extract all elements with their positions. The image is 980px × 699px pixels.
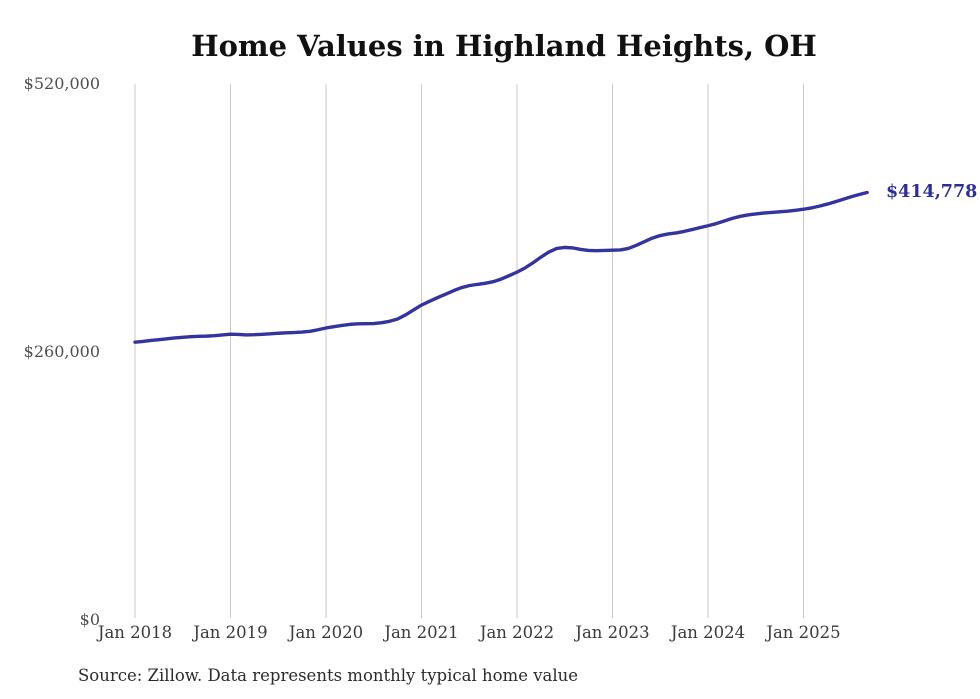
- source-note: Source: Zillow. Data represents monthly …: [78, 666, 579, 685]
- x-tick-label: Jan 2020: [288, 623, 364, 642]
- y-tick-label: $520,000: [23, 74, 100, 93]
- chart-title: Home Values in Highland Heights, OH: [191, 29, 817, 63]
- y-tick-label: $0: [79, 610, 100, 629]
- gridlines-group: [134, 84, 804, 618]
- y-tick-label: $260,000: [23, 342, 100, 361]
- end-value-label: $414,778: [886, 182, 978, 203]
- x-tick-label: Jan 2022: [479, 623, 555, 642]
- x-tick-label: Jan 2018: [97, 623, 173, 642]
- x-tick-label: Jan 2025: [766, 623, 841, 642]
- value-line: [133, 190, 869, 344]
- x-tick-label: Jan 2019: [193, 623, 268, 642]
- x-tick-label: Jan 2023: [575, 623, 650, 642]
- x-tick-label: Jan 2021: [384, 623, 459, 642]
- x-tick-label: Jan 2024: [670, 623, 746, 642]
